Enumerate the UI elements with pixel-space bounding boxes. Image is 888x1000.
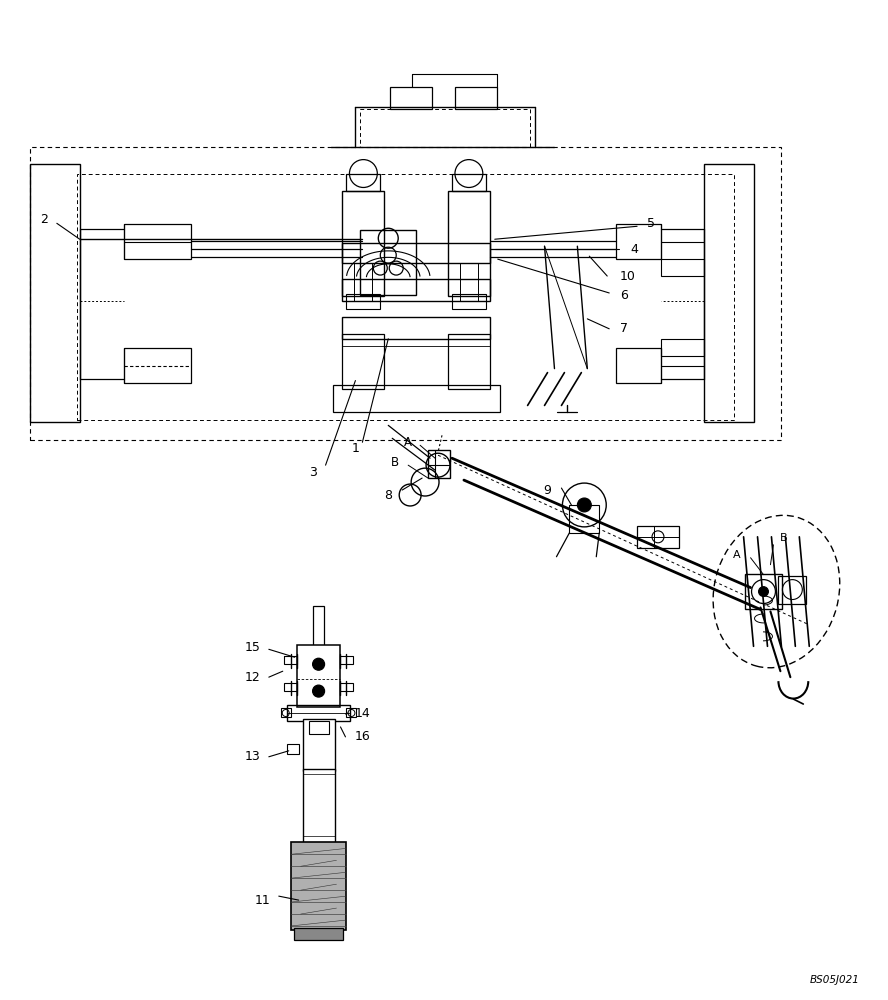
- Bar: [346, 294, 380, 309]
- Bar: [616, 348, 661, 383]
- Circle shape: [577, 498, 591, 512]
- Bar: [343, 317, 490, 339]
- Bar: [287, 705, 351, 721]
- Text: 1: 1: [352, 442, 360, 455]
- Bar: [340, 656, 353, 664]
- Bar: [428, 450, 450, 478]
- Text: 9: 9: [543, 484, 551, 497]
- Text: 3: 3: [309, 466, 316, 479]
- Bar: [30, 164, 80, 422]
- Bar: [637, 526, 679, 548]
- Bar: [346, 708, 356, 717]
- Bar: [361, 109, 529, 147]
- Bar: [704, 164, 754, 422]
- Text: B: B: [780, 533, 788, 543]
- Text: 5: 5: [647, 217, 655, 230]
- Bar: [303, 719, 335, 771]
- Text: 8: 8: [385, 489, 392, 502]
- Bar: [340, 683, 353, 691]
- Bar: [452, 294, 486, 309]
- Bar: [779, 576, 806, 604]
- Text: 11: 11: [255, 894, 271, 907]
- Bar: [346, 174, 380, 191]
- Bar: [390, 87, 432, 109]
- Bar: [452, 174, 486, 191]
- Bar: [448, 334, 490, 389]
- Bar: [569, 505, 599, 533]
- Bar: [616, 224, 661, 259]
- Bar: [455, 87, 496, 109]
- Bar: [123, 224, 191, 259]
- Bar: [284, 656, 297, 664]
- Bar: [297, 645, 340, 707]
- Circle shape: [758, 587, 768, 597]
- Text: 10: 10: [619, 270, 635, 283]
- Text: 15: 15: [245, 641, 261, 654]
- Bar: [661, 339, 704, 356]
- Text: 7: 7: [620, 322, 628, 335]
- Text: 2: 2: [40, 213, 48, 226]
- Text: 14: 14: [354, 707, 370, 720]
- Circle shape: [313, 658, 324, 670]
- Bar: [361, 230, 416, 295]
- Bar: [123, 348, 191, 383]
- Bar: [309, 721, 329, 734]
- Bar: [284, 683, 297, 691]
- Bar: [343, 334, 385, 389]
- Text: 16: 16: [354, 730, 370, 743]
- Bar: [343, 279, 490, 301]
- Bar: [30, 147, 781, 440]
- Bar: [281, 708, 290, 717]
- Bar: [303, 769, 335, 843]
- Bar: [343, 191, 385, 296]
- Circle shape: [313, 685, 324, 697]
- Bar: [76, 174, 733, 420]
- Text: A: A: [404, 436, 412, 449]
- Bar: [661, 259, 704, 276]
- Bar: [313, 606, 324, 647]
- Text: BS05J021: BS05J021: [810, 975, 860, 985]
- Bar: [294, 928, 344, 940]
- Bar: [448, 191, 490, 296]
- Text: A: A: [733, 550, 741, 560]
- Text: 13: 13: [245, 750, 261, 763]
- Text: 12: 12: [245, 671, 261, 684]
- Bar: [744, 574, 782, 609]
- Bar: [332, 385, 500, 412]
- Text: B: B: [392, 456, 400, 469]
- Bar: [287, 744, 298, 754]
- Bar: [343, 243, 490, 263]
- Text: 6: 6: [620, 289, 628, 302]
- Text: 4: 4: [630, 243, 638, 256]
- Bar: [290, 842, 346, 930]
